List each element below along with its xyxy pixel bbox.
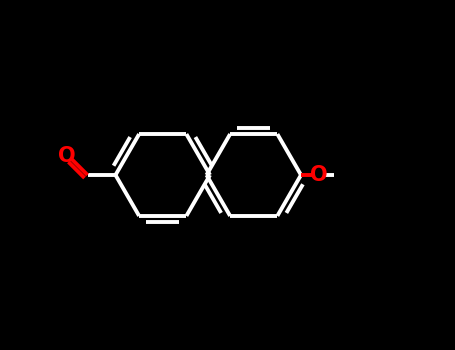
Text: O: O (58, 146, 76, 166)
Text: O: O (310, 165, 328, 185)
